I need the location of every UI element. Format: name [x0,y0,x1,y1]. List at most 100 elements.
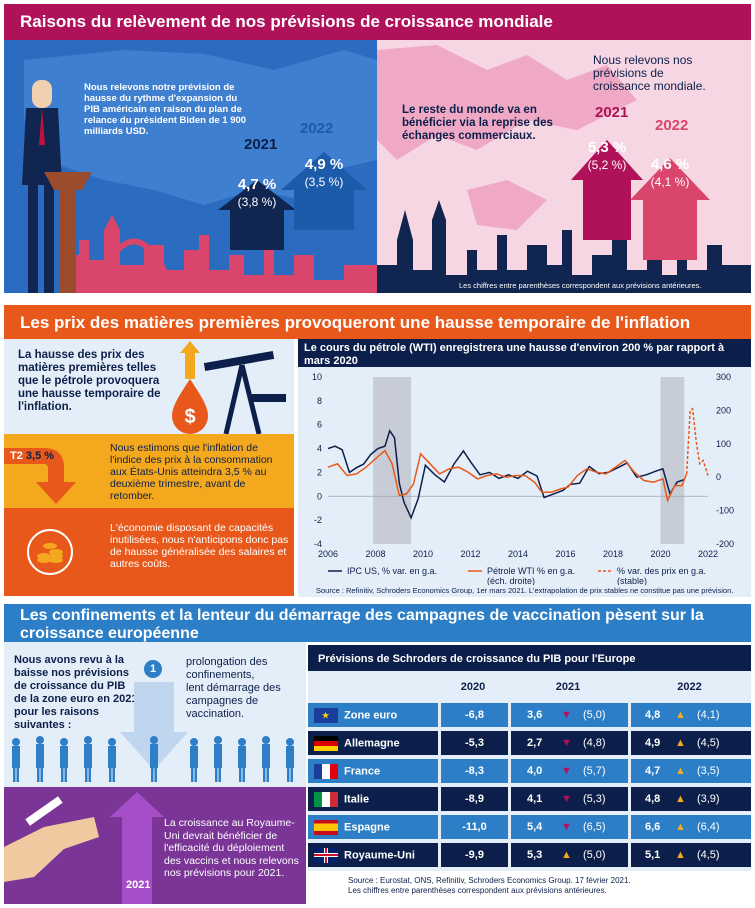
prev-2021: (4,8) [582,737,606,749]
world-skyline [377,200,751,293]
world-illustration [377,45,751,293]
arrow-up-icon: ▲ [561,849,572,861]
section2-header: Les prix des matières premières provoque… [4,305,751,339]
reason-text-2: lent démarrage des campagnes de vaccinat… [186,682,281,720]
arrow-2021-us [218,180,296,250]
arrow-down-icon: ▼ [561,709,572,721]
prev-2022: (3,5) [696,765,720,777]
table-row: France -8,3 4,0 ▼ (5,7) 4,7 ▲ (3,5) [308,759,751,783]
global-text: Nous relevons nos prévisions de croissan… [593,53,706,93]
x-tick-label: 2016 [555,549,575,559]
us-map-shape [24,50,377,205]
recession-band [373,377,412,544]
speaker-leg [44,185,54,293]
table-source: Source : Eurostat, ONS, Refinitiv, Schro… [348,876,631,896]
country-cell: Italie [308,787,438,811]
table-title: Prévisions de Schroders de croissance du… [308,645,751,671]
us-2022-label: 2022 [300,120,334,137]
value-2022: 4,8 [645,709,661,721]
value-2020-cell: -11,0 [438,815,508,839]
eu-flag-icon: ★ [314,707,338,723]
gateway-arch [91,238,177,293]
x-tick-label: 2014 [508,549,528,559]
world-2021-values: 5,3 % (5,2 %) [583,139,631,174]
prev-2022: (6,4) [696,821,720,833]
country-name: Italie [344,792,370,805]
y-left-tick-label: 4 [317,444,322,454]
recession-band [660,377,685,544]
value-2020-cell: -5,3 [438,731,508,755]
value-2021: 2,7 [527,737,543,749]
gdp-forecast-table: 2020 2021 2022 ★ Zone euro -6,8 3,6 ▼ (5,0) 4… [308,671,751,871]
y-right-tick-label: -200 [716,539,734,549]
prev-2022: (4,1) [696,709,720,721]
arrow-up-icon: ▲ [675,849,686,861]
value-2021: 4,1 [527,793,543,805]
us-2022-value: 4,9 % [304,156,344,173]
q2-value: 3,5 % [25,450,55,462]
section3-header: Les confinements et la lenteur du démarr… [4,604,751,642]
world-2021-prev: (5,2 %) [587,158,627,172]
chart-title: Le cours du pétrole (WTI) enregistrera u… [298,339,751,367]
country-cell: France [308,759,438,783]
value-2021: 5,3 [527,849,543,861]
value-2022-cell: 4,8 ▲ (3,9) [628,787,751,811]
chart-source: Source : Refinitiv, Schroders Economics … [316,586,734,595]
podium-stand [60,190,76,293]
spain-flag-icon [314,819,338,835]
inflation-intro-text: La hausse des prix des matières première… [18,349,161,413]
value-2022-cell: 4,9 ▲ (4,5) [628,731,751,755]
uk-text: La croissance au Royaume-Uni devrait bén… [164,817,299,879]
world-2021-label: 2021 [595,104,629,121]
x-tick-label: 2020 [650,549,670,559]
prev-2022: (4,5) [696,849,720,861]
x-tick-label: 2006 [318,549,338,559]
value-2022-cell: 4,7 ▲ (3,5) [628,759,751,783]
table-row: Royaume-Uni -9,9 5,3 ▲ (5,0) 5,1 ▲ (4,5) [308,843,751,867]
value-2022: 5,1 [645,849,661,861]
table-header-2020: 2020 [460,681,486,693]
value-2021-cell: 4,0 ▼ (5,7) [508,759,628,783]
q2-label: T2 [10,450,23,462]
legend-label: Pétrole WTI % en g.a. (éch. droite) [487,566,575,585]
italy-flag-icon [314,791,338,807]
section2-title: Les prix des matières premières provoque… [20,313,691,332]
us-2021-values: 4,7 % (3,8 %) [230,176,284,211]
uk-flag-icon [314,847,338,863]
table-row: Italie -8,9 4,1 ▼ (5,3) 4,8 ▲ (3,9) [308,787,751,811]
arrow-up-icon: ▲ [675,821,686,833]
table-source-line1: Source : Eurostat, ONS, Refinitiv, Schro… [348,876,631,885]
us-2022-values: 4,9 % (3,5 %) [294,156,354,191]
value-2020-cell: -9,9 [438,843,508,867]
arrow-down-icon: ▼ [561,793,572,805]
section1-header: Raisons du relèvement de nos prévisions … [4,4,751,40]
wages-text: L'économie disposant de capacités inutil… [110,522,289,570]
country-name: France [344,764,381,777]
world-2021-value: 5,3 % [587,139,627,156]
series-line [327,428,685,520]
series-line [327,449,688,503]
us-illustration [22,50,377,293]
section1-title: Raisons du relèvement de nos prévisions … [20,12,553,31]
value-2022-cell: 6,6 ▲ (6,4) [628,815,751,839]
value-2022: 6,6 [645,821,661,833]
series-line [685,407,709,476]
country-cell: ★ Zone euro [308,703,438,727]
wages-box: L'économie disposant de capacités inutil… [4,508,294,596]
value-2021: 3,6 [527,709,543,721]
country-name: Royaume-Uni [344,848,415,861]
value-2020-cell: -6,8 [438,703,508,727]
country-cell: Allemagne [308,731,438,755]
reason-number-1: 1 [144,660,162,678]
uk-vaccine-panel: 2021 La croissance au Royaume-Uni devrai… [4,787,306,904]
y-left-tick-label: 10 [312,372,322,382]
value-2020-cell: -8,3 [438,759,508,783]
arrow-up-icon: ▲ [675,765,686,777]
speaker-body [22,108,62,185]
cpi-forecast-box: T2 3,5 % Nous estimons que l'inflation d… [4,434,294,508]
country-cell: Royaume-Uni [308,843,438,867]
y-right-tick-label: 300 [716,372,731,382]
y-right-tick-label: -100 [716,506,734,516]
uk-year: 2021 [126,879,151,891]
reason-text: Nous avons revu à la baisse nos prévisio… [14,654,138,731]
